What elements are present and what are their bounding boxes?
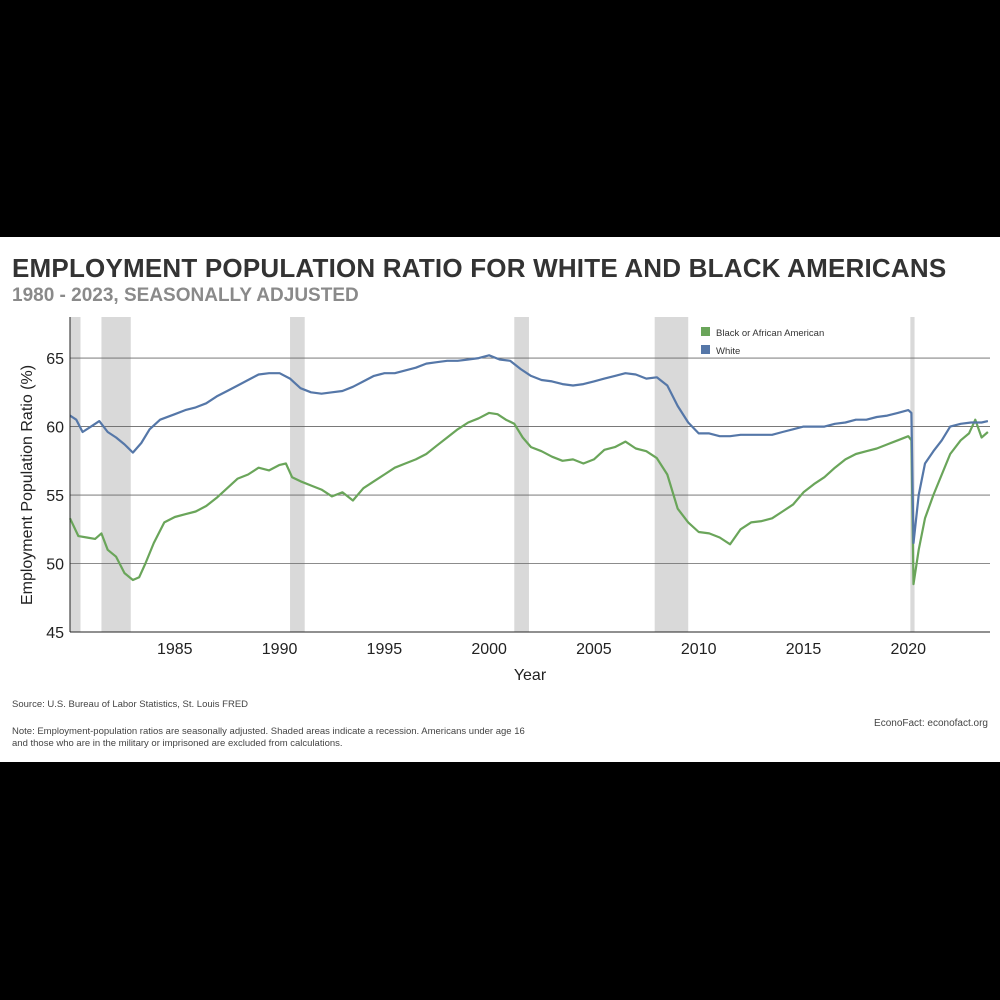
footnote: Note: Employment-population ratios are s… [12,726,525,749]
x-tick-label: 1995 [367,641,403,658]
x-tick-label: 2020 [890,641,926,658]
credit-line: EconoFact: econofact.org [874,718,988,729]
series-line-black [69,411,989,586]
source-note: Source: U.S. Bureau of Labor Statistics,… [12,699,249,710]
legend-label-white: White [716,346,740,357]
recession-band-5 [654,317,689,632]
x-axis-label: Year [514,667,547,684]
y-tick-label: 60 [46,420,64,437]
x-tick-label: 2015 [786,641,822,658]
line-chart: 45 50 55 60 65 1985 1990 1995 2000 2005 2010 2015 20… [19,317,990,684]
x-tick-label: 2005 [576,641,612,658]
recession-band-4 [514,317,529,632]
legend: Black or African American White [701,327,824,357]
tick-labels: 45 50 55 60 65 1985 1990 1995 2000 2005 2010 2015 20… [46,351,926,658]
recession-band-3 [290,317,305,632]
gridlines [70,357,990,564]
y-tick-label: 50 [46,557,64,574]
recession-band-1 [70,317,81,632]
recession-band-2 [101,317,131,632]
series-lines [69,354,989,586]
legend-label-black: Black or African American [716,328,824,339]
axes [69,317,990,633]
x-tick-label: 2010 [681,641,717,658]
legend-swatch-white [701,345,710,354]
legend-swatch-black [701,327,710,336]
chart-panel: EMPLOYMENT POPULATION RATIO FOR WHITE AN… [0,237,1000,762]
series-line-white [69,354,989,545]
y-tick-label: 55 [46,488,64,505]
recession-bands [70,317,915,632]
y-axis-label: Employment Population Ratio (%) [19,365,36,605]
x-tick-label: 1985 [157,641,193,658]
x-tick-label: 1990 [262,641,298,658]
y-tick-label: 45 [46,625,64,642]
y-tick-label: 65 [46,351,64,368]
chart-title: EMPLOYMENT POPULATION RATIO FOR WHITE AN… [12,253,947,283]
x-tick-label: 2000 [471,641,507,658]
chart-subtitle: 1980 - 2023, SEASONALLY ADJUSTED [12,285,359,306]
